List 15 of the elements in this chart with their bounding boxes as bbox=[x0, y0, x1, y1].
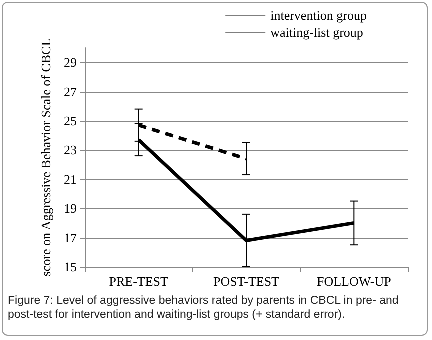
y-tick-label: 19 bbox=[64, 201, 77, 216]
y-tick-label: 29 bbox=[64, 55, 77, 70]
legend-label: intervention group bbox=[270, 8, 368, 23]
x-tick-label: PRE-TEST bbox=[109, 274, 168, 289]
x-tick-label: POST-TEST bbox=[214, 274, 280, 289]
y-tick-label: 17 bbox=[64, 230, 78, 246]
y-tick-label: 25 bbox=[64, 114, 77, 128]
x-tick-label: FOLLOW-UP bbox=[316, 274, 392, 289]
legend-label: waiting-list group bbox=[270, 25, 364, 40]
caption: Figure 7: Level of aggressive behaviors rated by parents in CBCL in pre- and post-test for intervention and waiting-list groups (+ standard error). bbox=[8, 294, 400, 322]
y-tick-label: 27 bbox=[64, 84, 78, 100]
y-tick-label: 15 bbox=[64, 260, 77, 274]
y-axis-title: score on Aggressive Behavior Scale of CBCL bbox=[38, 38, 54, 277]
y-tick-label: 23 bbox=[64, 142, 77, 158]
y-tick-label: 21 bbox=[64, 172, 77, 187]
